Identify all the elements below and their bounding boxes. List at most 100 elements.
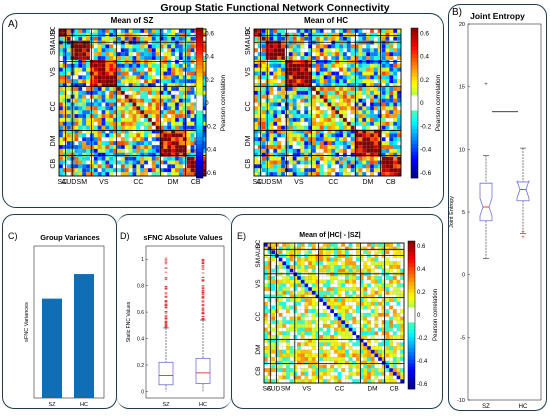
heatmap-cell [186, 63, 191, 68]
heatmap-cell [327, 152, 332, 157]
heatmap-cell [322, 320, 327, 325]
heatmap-cell [296, 160, 301, 165]
heatmap-cell [331, 79, 336, 84]
figure-title: Group Static Functional Network Connecti… [160, 2, 390, 14]
heatmap-cell [109, 137, 114, 142]
heatmap-cell [190, 121, 195, 126]
heatmap-cell [86, 67, 91, 72]
heatmap-cell [144, 79, 149, 84]
heatmap-cell [346, 36, 351, 41]
heatmap-cell [74, 144, 79, 150]
heatmap-cell [101, 106, 106, 111]
heatmap-cell [253, 117, 259, 123]
heatmap-cell [136, 56, 141, 61]
heatmap-cell [97, 90, 102, 96]
heatmap-cell [101, 67, 106, 72]
heatmap-cell [339, 71, 344, 76]
heatmap-cell [136, 59, 141, 65]
heatmap-cell [269, 160, 274, 165]
heatmap-cell [284, 160, 290, 165]
heatmap-cell [311, 44, 317, 49]
heatmap-cell [381, 349, 386, 354]
heatmap-cell [257, 148, 263, 154]
heatmap-cell [385, 368, 390, 373]
heatmap-cell [105, 79, 110, 84]
heatmap-cell [381, 40, 386, 45]
heatmap-cell [101, 63, 106, 68]
heatmap-cell [82, 48, 87, 53]
heatmap-cell [147, 52, 153, 57]
heatmap-cell [140, 152, 145, 157]
heatmap-cell [132, 144, 137, 150]
heatmap-cell [178, 63, 184, 68]
heatmap-cell [327, 141, 332, 146]
heatmap-cell [120, 67, 126, 72]
heatmap-cell [392, 287, 397, 292]
colorbar-segment [196, 99, 203, 104]
heatmap-cell [62, 94, 68, 99]
heatmap-cell [58, 148, 64, 154]
heatmap-cell [163, 79, 168, 84]
heatmap-cell [70, 114, 75, 119]
heatmap-cell [300, 357, 305, 362]
heatmap-cell [356, 268, 361, 273]
heatmap-cell [120, 75, 126, 80]
heatmap-cell [278, 364, 283, 369]
heatmap-cell [282, 242, 287, 247]
heatmap-cell [315, 79, 321, 84]
heatmap-cell [396, 349, 401, 354]
heatmap-cell [281, 44, 286, 49]
heatmap-y-label: AUD [245, 30, 252, 45]
heatmap-cell [101, 117, 106, 123]
heatmap-cell [363, 312, 368, 317]
heatmap-cell [352, 353, 357, 358]
heatmap-cell [147, 28, 153, 34]
heatmap-cell [284, 117, 290, 123]
heatmap-cell [97, 32, 102, 38]
heatmap-cell [261, 110, 266, 115]
heatmap-cell [281, 94, 286, 99]
heatmap-cell [116, 28, 122, 34]
heatmap-cell [374, 305, 379, 310]
heatmap-cell [315, 156, 321, 161]
heatmap-cell [277, 44, 282, 49]
heatmap-cell [167, 94, 172, 99]
heatmap-cell [174, 36, 180, 41]
heatmap-cell [348, 346, 353, 351]
heatmap-cell [190, 28, 195, 34]
heatmap-cell [330, 309, 335, 314]
heatmap-cell [323, 67, 328, 72]
heatmap-cell [182, 63, 187, 68]
heatmap-cell [356, 349, 361, 354]
heatmap-cell [326, 298, 331, 303]
heatmap-cell [66, 117, 71, 123]
heatmap-cell [352, 276, 357, 281]
heatmap-cell [116, 59, 122, 65]
heatmap-cell [315, 102, 321, 107]
heatmap-cell [385, 283, 390, 288]
heatmap-cell [147, 75, 153, 80]
heatmap-cell [86, 144, 91, 150]
heatmap-cell [58, 156, 64, 161]
heatmap-cell [370, 320, 375, 325]
heatmap-cell [136, 28, 141, 34]
heatmap-cell [144, 125, 149, 130]
heatmap-cell [350, 106, 355, 111]
heatmap-cell [348, 276, 353, 281]
heatmap-cell [311, 368, 316, 373]
colorbar-segment [408, 270, 415, 275]
heatmap-cell [263, 246, 268, 251]
heatmap-cell [366, 32, 371, 38]
heatmap-cell [304, 86, 309, 92]
heatmap-cell [267, 246, 272, 251]
heatmap-cell [267, 371, 272, 376]
heatmap-cell [304, 168, 309, 173]
heatmap-cell [341, 368, 346, 373]
heatmap-cell [366, 98, 371, 103]
heatmap-cell [374, 242, 379, 247]
heatmap-cell [350, 110, 355, 115]
box [479, 182, 493, 222]
heatmap-cell [292, 137, 297, 142]
heatmap-cell [300, 156, 305, 161]
